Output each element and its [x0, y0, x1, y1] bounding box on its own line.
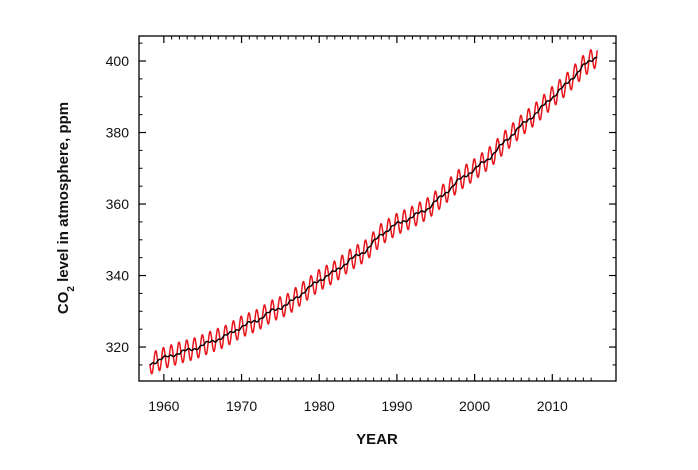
x-tick-label: 1970: [226, 398, 257, 414]
x-tick-label: 2000: [459, 398, 490, 414]
y-axis-title-suffix: level in atmosphere, ppm: [55, 102, 72, 286]
plot-frame: [138, 35, 617, 382]
x-axis-ticks: 1960 1970 1980 1990 2000 2010: [148, 36, 592, 414]
y-tick-label: 380: [106, 125, 130, 141]
x-tick-label: 2010: [537, 398, 568, 414]
series-layer: [149, 49, 598, 375]
x-axis-title: YEAR: [356, 431, 398, 448]
y-tick-label: 340: [106, 268, 130, 284]
x-tick-label: 1990: [381, 398, 412, 414]
y-axis-title-subscript: 2: [66, 286, 77, 292]
y-tick-label: 360: [106, 196, 130, 212]
x-tick-label: 1980: [304, 398, 335, 414]
x-tick-label: 1960: [148, 398, 179, 414]
y-axis-ticks: 320 340 360 380 400: [106, 42, 616, 366]
y-tick-label: 320: [106, 339, 130, 355]
series-seasonal-line: [149, 49, 598, 375]
y-axis-title: CO2 level in atmosphere, ppm: [55, 102, 77, 314]
y-axis-title-prefix: CO: [55, 291, 72, 314]
series-trend-line: [149, 56, 598, 366]
y-tick-label: 400: [106, 53, 130, 69]
